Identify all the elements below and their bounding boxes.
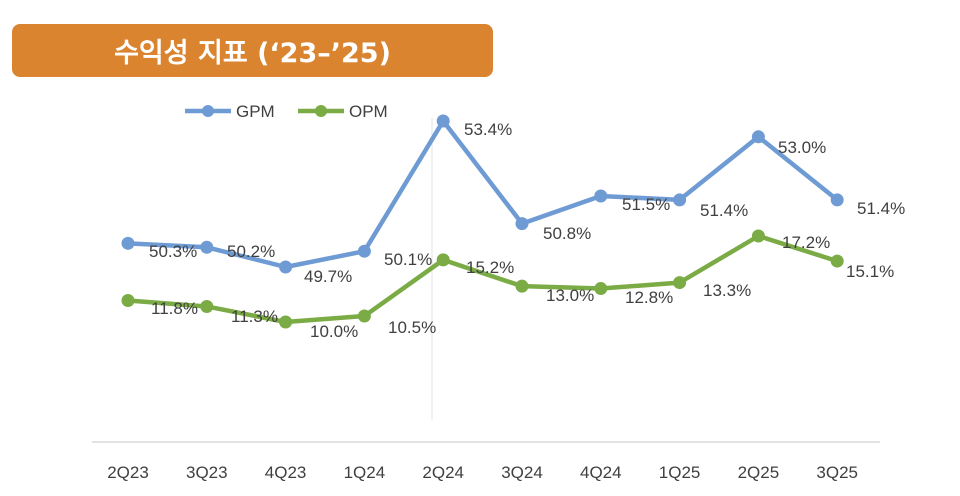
data-point-gpm — [357, 244, 371, 258]
data-point-opm — [200, 299, 214, 313]
x-tick-label: 2Q25 — [738, 463, 780, 482]
data-label-gpm: 50.8% — [543, 224, 591, 243]
legend-opm-label: OPM — [349, 102, 388, 121]
legend-gpm-label: GPM — [236, 102, 275, 121]
data-point-opm — [594, 282, 608, 296]
x-tick-label: 2Q24 — [422, 463, 464, 482]
data-label-gpm: 49.7% — [304, 267, 352, 286]
series-opm: 11.8% 11.3% 10.0% 10.5% 15.2% 13.0% 12.8% 13.3%… — [121, 229, 894, 341]
data-point-opm — [673, 276, 687, 290]
data-point-gpm — [279, 260, 293, 274]
data-label-opm: 13.0% — [546, 286, 594, 305]
data-label-gpm: 50.3% — [149, 242, 197, 261]
data-label-gpm: 53.4% — [464, 120, 512, 139]
data-label-gpm: 51.4% — [700, 201, 748, 220]
x-tick-label: 2Q23 — [107, 463, 149, 482]
chart-title: 수익성 지표 (‘23–’25) — [114, 38, 391, 69]
data-label-gpm: 51.4% — [857, 199, 905, 218]
data-point-gpm — [515, 217, 529, 231]
data-point-gpm — [121, 236, 135, 250]
x-tick-label: 4Q24 — [580, 463, 622, 482]
data-label-gpm: 50.1% — [384, 250, 432, 269]
data-point-gpm — [594, 189, 608, 203]
data-label-gpm: 50.2% — [227, 242, 275, 261]
x-tick-labels: 2Q23 3Q23 4Q23 1Q24 2Q24 3Q24 4Q24 1Q25 2Q25 3Q25 — [107, 463, 858, 482]
data-label-gpm: 51.5% — [622, 195, 670, 214]
data-label-opm: 13.3% — [703, 281, 751, 300]
data-point-gpm — [436, 114, 450, 128]
data-point-opm — [751, 229, 765, 243]
data-point-opm — [279, 315, 293, 329]
data-point-opm — [121, 294, 135, 307]
data-point-opm — [830, 254, 844, 268]
data-label-opm: 15.1% — [846, 262, 894, 281]
title-banner: 수익성 지표 (‘23–’25) — [12, 24, 493, 77]
legend-opm-marker — [315, 105, 327, 117]
x-tick-label: 4Q23 — [265, 463, 307, 482]
series-line-opm — [127, 233, 838, 325]
series-line-gpm — [127, 118, 839, 270]
legend-item-opm: OPM — [298, 102, 388, 121]
data-point-opm — [436, 253, 450, 267]
legend-item-gpm: GPM — [185, 102, 275, 121]
data-label-gpm: 53.0% — [778, 138, 826, 157]
data-point-gpm — [673, 193, 687, 207]
data-point-opm — [357, 309, 371, 323]
data-label-opm: 10.0% — [310, 322, 358, 341]
data-label-opm: 12.8% — [625, 288, 673, 307]
data-label-opm: 11.8% — [151, 299, 198, 318]
data-point-gpm — [830, 193, 844, 207]
x-tick-label: 1Q25 — [659, 463, 701, 482]
data-label-opm: 11.3% — [231, 307, 278, 326]
legend: GPM OPM — [185, 102, 388, 121]
data-point-gpm — [200, 240, 214, 254]
data-label-opm: 15.2% — [466, 258, 514, 277]
series-gpm: 50.3% 50.2% 49.7% 50.1% 53.4% 50.8% 51.5% 51.4%… — [121, 114, 905, 286]
data-label-opm: 10.5% — [388, 318, 436, 337]
x-tick-label: 3Q25 — [816, 463, 858, 482]
x-tick-label: 3Q23 — [186, 463, 228, 482]
legend-gpm-marker — [202, 105, 214, 117]
data-point-gpm — [751, 130, 765, 144]
x-tick-label: 3Q24 — [501, 463, 543, 482]
data-label-opm: 17.2% — [782, 233, 830, 252]
data-point-opm — [515, 279, 529, 293]
x-tick-label: 1Q24 — [344, 463, 386, 482]
